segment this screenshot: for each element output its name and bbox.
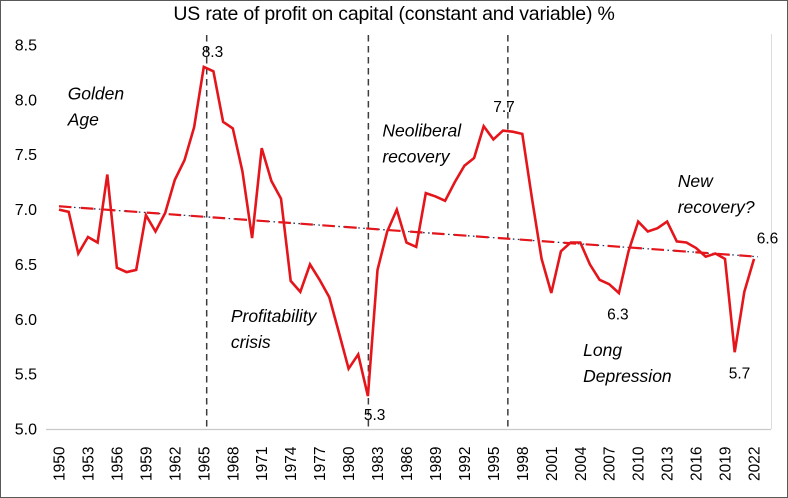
y-tick-label: 8.5 [15, 38, 37, 55]
x-tick-label: 2007 [602, 447, 619, 481]
y-tick-label: 7.0 [15, 202, 37, 219]
point-label-7-7: 7.7 [493, 99, 515, 116]
x-tick-label: 1986 [399, 447, 416, 481]
point-label-6-3: 6.3 [607, 306, 629, 323]
profit-rate-line [58, 65, 756, 397]
annotation-long-depression: Long Depression [583, 340, 672, 386]
y-tick-label: 8.0 [15, 92, 37, 109]
x-tick-label: 2013 [660, 447, 677, 481]
annotation-neoliberal-recovery: Neoliberal recovery [382, 121, 462, 167]
x-tick-label: 1950 [52, 446, 69, 481]
x-tick-label: 2010 [631, 446, 648, 481]
y-tick-label: 5.5 [15, 367, 37, 384]
x-tick-label: 1962 [167, 447, 184, 481]
x-tick-label: 1980 [341, 446, 358, 481]
point-label-5-3: 5.3 [364, 407, 386, 424]
annotation-new-recovery: New recovery? [678, 171, 755, 217]
annotation-profitability-crisis: Profitability crisis [231, 306, 318, 352]
x-tick-label: 1965 [196, 447, 213, 481]
x-tick-label: 1953 [80, 447, 97, 481]
x-tick-label: 1983 [370, 447, 387, 481]
x-tick-label: 2004 [573, 446, 590, 481]
point-label-5-7: 5.7 [729, 366, 751, 383]
annotation-golden-age: Golden Age [67, 83, 124, 129]
x-tick-label: 1977 [312, 447, 329, 481]
x-tick-label: 1974 [283, 446, 300, 481]
x-tick-label: 1968 [225, 447, 242, 481]
x-tick-label: 1971 [254, 447, 271, 481]
x-tick-label: 1956 [109, 447, 126, 481]
x-tick-label: 1989 [428, 447, 445, 481]
y-tick-label: 5.0 [15, 422, 37, 439]
x-tick-label: 2001 [544, 447, 561, 481]
x-tick-label: 1998 [515, 447, 532, 481]
x-tick-label: 1992 [457, 447, 474, 481]
x-tick-label: 2016 [689, 447, 706, 481]
point-label-8-3: 8.3 [202, 44, 224, 61]
trend-line-dots [58, 205, 758, 258]
x-tick-label: 1959 [138, 447, 155, 481]
chart-title: US rate of profit on capital (constant a… [173, 3, 615, 25]
x-tick-label: 2019 [718, 447, 735, 481]
point-label-6-6: 6.6 [757, 231, 779, 248]
x-tick-label: 1995 [486, 447, 503, 481]
trend-line [58, 205, 758, 258]
x-tick-label: 2022 [747, 447, 764, 481]
y-tick-label: 6.5 [15, 257, 37, 274]
y-tick-label: 6.0 [15, 312, 37, 329]
y-tick-label: 7.5 [15, 147, 37, 164]
